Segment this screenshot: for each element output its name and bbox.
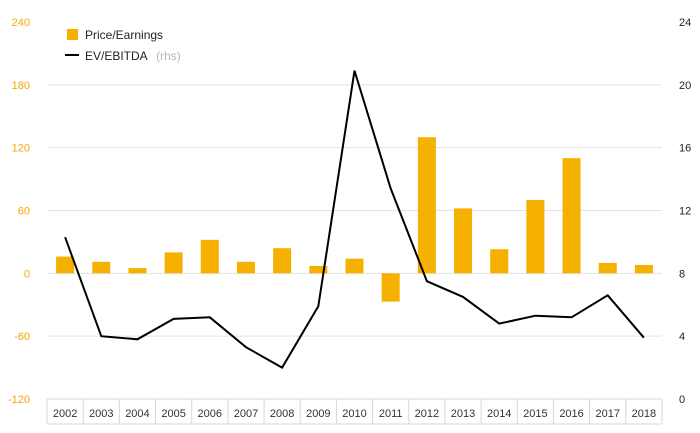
x-axis: 2002 2003 2004 2005 2006 2007 2008 2009 2010 2011… — [46, 398, 663, 425]
right-tick-label: 4 — [679, 331, 685, 343]
bar-price-earnings-2009 — [309, 266, 328, 274]
x-tick-label: 2005 — [161, 408, 185, 420]
bar-price-earnings-2006 — [200, 239, 219, 274]
left-axis: 240 180 120 60 0 -60 -120 — [8, 17, 30, 406]
line-ev-ebitda — [64, 70, 645, 369]
right-tick-label: 8 — [679, 268, 685, 280]
x-tick-label: 2017 — [595, 408, 619, 420]
bar-price-earnings-2018 — [634, 264, 653, 274]
bar-price-earnings-2011 — [381, 273, 400, 302]
legend-label-price-earnings: Price/Earnings — [85, 28, 163, 42]
legend-swatch-price-earnings — [67, 29, 78, 40]
x-tick-label: 2004 — [125, 408, 149, 420]
x-tick-label: 2006 — [198, 408, 222, 420]
right-tick-label: 20 — [679, 80, 691, 92]
bar-price-earnings-2012 — [417, 137, 436, 274]
svg-text:EV/EBITDA (rhs): EV/EBITDA (rhs) — [85, 47, 181, 64]
legend-label-rhs: (rhs) — [156, 49, 181, 63]
right-tick-label: 16 — [679, 143, 691, 155]
left-tick-label: 120 — [12, 143, 30, 155]
right-tick-label: 12 — [679, 206, 691, 218]
bar-price-earnings-2017 — [598, 262, 617, 274]
bar-price-earnings-2008 — [273, 248, 292, 274]
line-series — [64, 70, 645, 369]
bar-price-earnings-2007 — [236, 261, 255, 274]
x-tick-label: 2013 — [451, 408, 475, 420]
x-tick-label: 2007 — [234, 408, 258, 420]
bar-price-earnings-2005 — [164, 252, 183, 274]
x-tick-label: 2016 — [559, 408, 583, 420]
right-tick-label: 24 — [679, 17, 691, 29]
bar-price-earnings-2004 — [128, 268, 147, 274]
bar-price-earnings-2016 — [562, 158, 581, 274]
x-tick-label: 2014 — [487, 408, 511, 420]
legend: Price/Earnings EV/EBITDA (rhs) — [65, 28, 181, 64]
bar-price-earnings-2013 — [454, 208, 473, 274]
x-tick-label: 2015 — [523, 408, 547, 420]
left-tick-label: 180 — [12, 80, 30, 92]
left-tick-label: -60 — [14, 331, 30, 343]
bar-price-earnings-2015 — [526, 200, 545, 274]
bar-price-earnings-2014 — [490, 249, 509, 274]
x-tick-label: 2010 — [342, 408, 366, 420]
x-tick-label: 2002 — [53, 408, 77, 420]
bar-price-earnings-2002 — [56, 256, 75, 274]
x-tick-label: 2008 — [270, 408, 294, 420]
x-tick-label: 2018 — [632, 408, 656, 420]
legend-label-ev-ebitda: EV/EBITDA — [85, 49, 148, 63]
x-tick-label: 2009 — [306, 408, 330, 420]
bar-price-earnings-2010 — [345, 258, 364, 274]
left-tick-label: 240 — [12, 17, 30, 29]
bar-price-earnings-2003 — [92, 261, 111, 274]
left-tick-label: 60 — [18, 206, 30, 218]
left-tick-label: -120 — [8, 394, 30, 406]
x-tick-label: 2003 — [89, 408, 113, 420]
right-axis: 24 20 16 12 8 4 0 — [679, 17, 691, 406]
right-tick-label: 0 — [679, 394, 685, 406]
x-tick-label: 2011 — [379, 408, 403, 420]
gridlines — [47, 84, 662, 337]
x-tick-label: 2012 — [415, 408, 439, 420]
bar-series — [56, 137, 653, 302]
left-tick-label: 0 — [24, 268, 30, 280]
